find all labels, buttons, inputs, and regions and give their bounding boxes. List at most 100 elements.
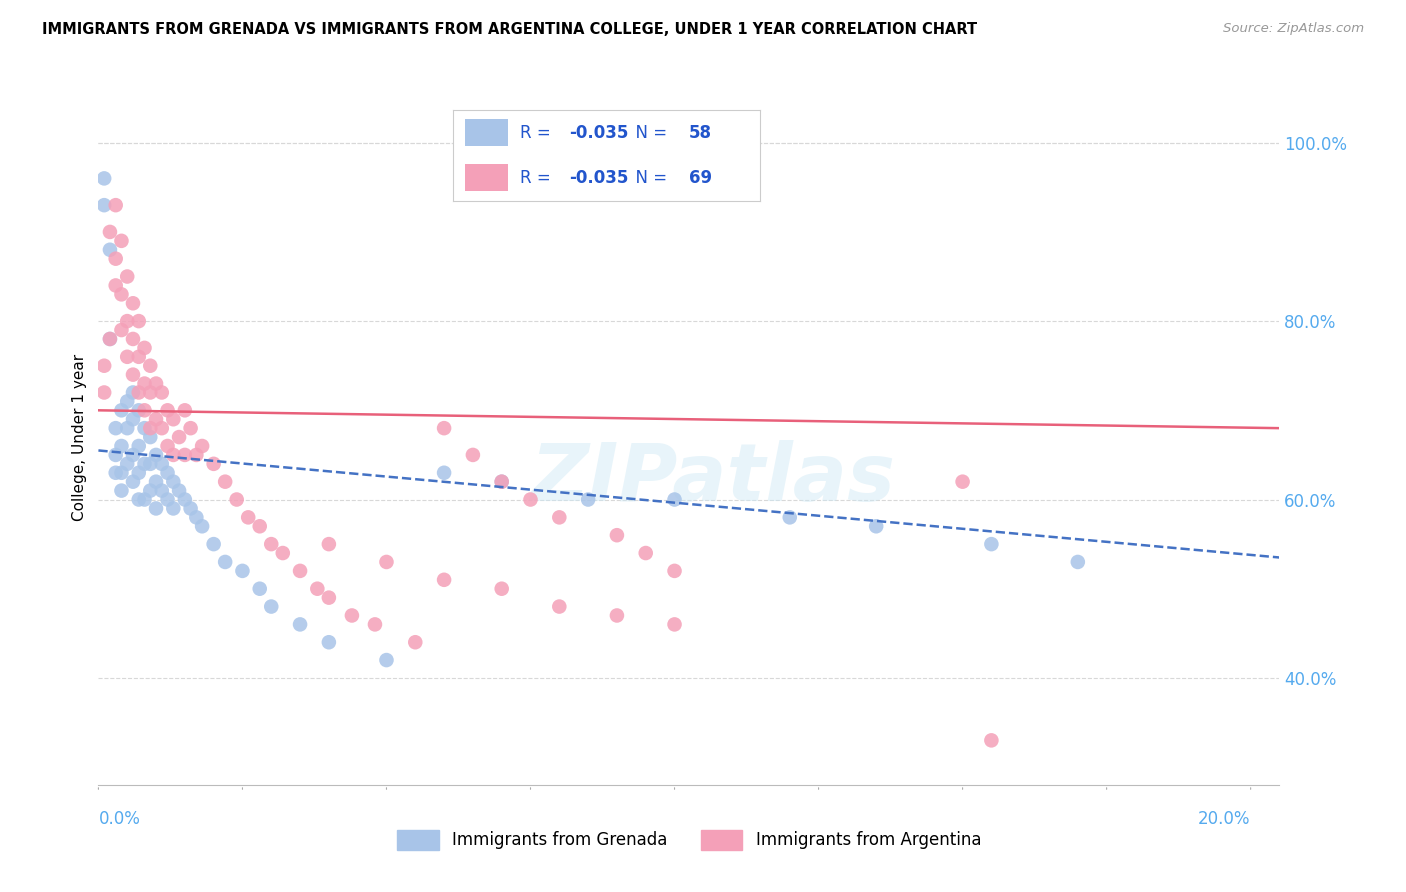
Point [150,483,173,498]
Point [202,537,225,551]
Point [231,564,253,578]
Point [139,421,162,435]
Point [664,492,686,507]
Point [145,501,167,516]
Point [122,385,145,400]
Point [150,385,173,400]
Point [214,475,236,489]
Point [980,733,1002,747]
Point [156,439,179,453]
Point [375,555,398,569]
Point [145,448,167,462]
Point [104,448,127,462]
Point [128,350,150,364]
Point [134,492,156,507]
Text: ZIPatlas: ZIPatlas [530,440,896,518]
Point [180,421,202,435]
Point [156,492,179,507]
Point [318,537,340,551]
Point [664,564,686,578]
Point [576,492,599,507]
Point [238,510,260,524]
Point [191,439,214,453]
Point [288,564,311,578]
Point [318,635,340,649]
Point [98,332,121,346]
Point [173,448,195,462]
Point [186,510,208,524]
Point [134,341,156,355]
Point [606,528,628,542]
Point [491,475,513,489]
Point [128,385,150,400]
Point [110,287,132,301]
Point [180,501,202,516]
Point [162,501,184,516]
Point [93,359,115,373]
Point [139,359,162,373]
Point [104,421,127,435]
Point [134,403,156,417]
Legend: Immigrants from Grenada, Immigrants from Argentina: Immigrants from Grenada, Immigrants from… [391,823,987,856]
Point [952,475,974,489]
Point [249,519,271,533]
Point [548,599,571,614]
Point [115,350,138,364]
Point [145,412,167,426]
Point [122,412,145,426]
Point [271,546,294,560]
Point [167,483,190,498]
Point [115,457,138,471]
Point [156,466,179,480]
Point [173,492,195,507]
Point [214,555,236,569]
Point [110,466,132,480]
Text: 20.0%: 20.0% [1198,810,1251,828]
Text: IMMIGRANTS FROM GRENADA VS IMMIGRANTS FROM ARGENTINA COLLEGE, UNDER 1 YEAR CORRE: IMMIGRANTS FROM GRENADA VS IMMIGRANTS FR… [42,22,977,37]
Point [162,475,184,489]
Point [93,385,115,400]
Point [115,269,138,284]
Point [364,617,387,632]
Point [128,492,150,507]
Text: 0.0%: 0.0% [98,810,141,828]
Point [134,421,156,435]
Point [93,171,115,186]
Point [115,421,138,435]
Y-axis label: College, Under 1 year: College, Under 1 year [72,353,87,521]
Point [98,225,121,239]
Point [139,430,162,444]
Point [150,457,173,471]
Point [156,403,179,417]
Point [1067,555,1090,569]
Point [104,466,127,480]
Point [128,466,150,480]
Point [491,582,513,596]
Point [288,617,311,632]
Point [139,457,162,471]
Point [134,376,156,391]
Point [122,368,145,382]
Point [98,332,121,346]
Point [202,457,225,471]
Point [664,617,686,632]
Point [433,466,456,480]
Point [104,198,127,212]
Point [110,403,132,417]
Point [162,448,184,462]
Point [433,421,456,435]
Point [318,591,340,605]
Point [260,599,283,614]
Point [122,296,145,310]
Point [115,394,138,409]
Point [225,492,247,507]
Point [162,412,184,426]
Point [110,483,132,498]
Point [122,448,145,462]
Point [134,457,156,471]
Point [110,439,132,453]
Point [606,608,628,623]
Point [110,323,132,337]
Text: Source: ZipAtlas.com: Source: ZipAtlas.com [1223,22,1364,36]
Point [191,519,214,533]
